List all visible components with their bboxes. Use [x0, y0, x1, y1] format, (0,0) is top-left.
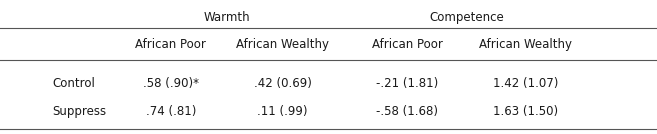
Text: Warmth: Warmth	[204, 11, 250, 24]
Text: 1.42 (1.07): 1.42 (1.07)	[493, 77, 558, 90]
Text: African Poor: African Poor	[135, 38, 206, 51]
Text: Competence: Competence	[429, 11, 504, 24]
Text: Control: Control	[53, 77, 95, 90]
Text: Suppress: Suppress	[53, 105, 106, 118]
Text: 1.63 (1.50): 1.63 (1.50)	[493, 105, 558, 118]
Text: -.58 (1.68): -.58 (1.68)	[376, 105, 438, 118]
Text: -.21 (1.81): -.21 (1.81)	[376, 77, 438, 90]
Text: African Wealthy: African Wealthy	[479, 38, 572, 51]
Text: African Wealthy: African Wealthy	[236, 38, 329, 51]
Text: .58 (.90)*: .58 (.90)*	[143, 77, 199, 90]
Text: .74 (.81): .74 (.81)	[146, 105, 196, 118]
Text: .42 (0.69): .42 (0.69)	[254, 77, 311, 90]
Text: African Poor: African Poor	[372, 38, 443, 51]
Text: .11 (.99): .11 (.99)	[258, 105, 307, 118]
